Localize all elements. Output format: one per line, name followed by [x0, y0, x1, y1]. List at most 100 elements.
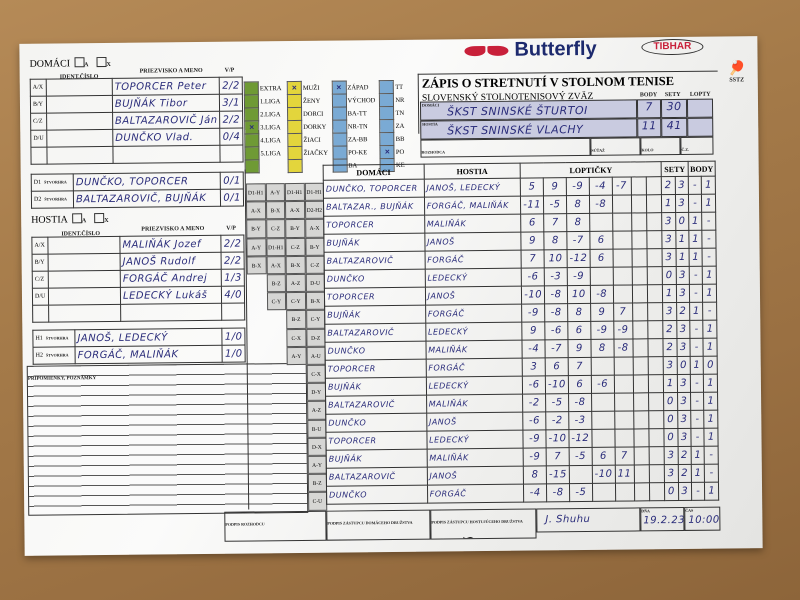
set-score[interactable] [632, 302, 648, 321]
set-score[interactable] [631, 212, 647, 231]
checkbox[interactable] [331, 93, 347, 108]
category-option[interactable]: EXTRA [244, 81, 284, 96]
set-score[interactable]: -7 [566, 231, 590, 250]
set-score[interactable]: 6 [545, 357, 569, 376]
set-score[interactable] [612, 266, 632, 286]
checkbox[interactable] [332, 119, 347, 134]
checkbox[interactable] [380, 132, 395, 146]
set-score[interactable] [649, 464, 665, 483]
set-score[interactable]: 6 [520, 213, 544, 233]
guest-player[interactable]: JANOŠ, LEDECKÝ [423, 178, 521, 198]
category-option[interactable]: TT [379, 80, 406, 94]
player-name[interactable]: LEDECKÝ Lukáš [120, 286, 222, 305]
set-score[interactable]: -7 [611, 176, 631, 196]
set-score[interactable]: -3 [544, 267, 568, 286]
category-option[interactable]: DORCI [287, 107, 330, 121]
checkbox-x[interactable] [94, 213, 105, 224]
category-option[interactable]: BB [380, 132, 406, 146]
set-score[interactable]: 5 [520, 177, 544, 197]
set-score[interactable]: 7 [546, 447, 570, 466]
checkbox[interactable] [244, 81, 259, 96]
set-score[interactable]: -2 [522, 393, 546, 413]
set-score[interactable]: -12 [566, 249, 590, 268]
checkbox-a[interactable] [74, 57, 85, 68]
set-score[interactable] [646, 194, 662, 213]
guest-team-field[interactable]: HOSTIA ŠKST SNINSKÉ VLACHY [420, 118, 638, 140]
set-score[interactable] [569, 465, 593, 484]
set-score[interactable]: -9 [523, 447, 547, 467]
checkbox[interactable] [287, 107, 302, 121]
home-player[interactable]: BALTAZAROVIČ [325, 395, 427, 415]
set-score[interactable]: 11 [614, 464, 634, 484]
set-score[interactable] [632, 374, 649, 393]
set-score[interactable] [612, 284, 633, 304]
checked-box-icon[interactable]: ✕ [287, 81, 302, 95]
player-name[interactable]: BALTAZAROVIČ, BUJŇÁK [73, 189, 221, 208]
set-score[interactable]: -10 [545, 429, 570, 448]
set-score[interactable]: 8 [543, 231, 567, 250]
set-score[interactable]: -5 [545, 393, 569, 412]
set-score[interactable] [613, 356, 633, 376]
set-score[interactable] [590, 357, 614, 376]
category-option[interactable]: ŽIAČKY [287, 146, 330, 160]
set-score[interactable]: -4 [589, 177, 613, 196]
set-score[interactable]: -10 [521, 285, 545, 305]
checkbox[interactable] [244, 107, 259, 122]
set-score[interactable]: 7 [543, 213, 567, 232]
ident-number-field[interactable] [46, 95, 113, 114]
category-option[interactable]: ŽIACI [287, 133, 330, 147]
checkbox[interactable] [379, 106, 395, 120]
set-score[interactable]: 8 [566, 213, 590, 232]
player-name[interactable]: BALTAZAROVIČ Ján [112, 111, 221, 130]
category-option[interactable]: ŽENY [287, 94, 329, 108]
set-score[interactable]: -6 [522, 375, 546, 395]
ident-number-field[interactable] [46, 78, 113, 97]
time-field[interactable]: ČAS 10:00 [684, 506, 721, 531]
category-option[interactable]: PO-KE [332, 145, 377, 160]
set-score[interactable] [633, 392, 649, 411]
category-option[interactable]: 1.LIGA [244, 94, 284, 109]
guest-player[interactable]: JANOŠ [425, 286, 522, 306]
checkbox[interactable] [244, 94, 259, 109]
home-player[interactable]: TOPORCER [323, 215, 425, 235]
category-option[interactable]: BA-TT [332, 106, 377, 121]
set-score[interactable]: 9 [521, 231, 545, 251]
home-player[interactable]: TOPORCER [324, 287, 426, 307]
set-score[interactable]: -5 [569, 483, 593, 502]
player-name[interactable]: BUJŇÁK Tibor [112, 94, 220, 113]
category-option[interactable]: TN [379, 106, 406, 120]
home-player[interactable]: DUNČKO [325, 413, 427, 433]
set-score[interactable] [648, 392, 664, 411]
set-score[interactable]: -3 [568, 411, 592, 430]
home-player[interactable]: BALTAZAR., BUJŇÁK [323, 197, 425, 217]
signature-field[interactable]: J. Shuhu [536, 507, 641, 533]
set-score[interactable]: -9 [566, 177, 590, 196]
guest-player[interactable]: FORGÁČ, MALIŇÁK [424, 196, 521, 216]
player-name[interactable]: FORGÁČ Andrej [120, 269, 222, 288]
set-score[interactable] [614, 428, 634, 448]
set-score[interactable] [615, 482, 635, 502]
category-option[interactable]: ✕ MUŽI [287, 81, 329, 95]
set-score[interactable]: 3 [522, 357, 546, 377]
category-option[interactable]: ZA [380, 119, 406, 133]
set-score[interactable] [646, 230, 663, 249]
set-score[interactable]: -10 [545, 375, 569, 394]
set-score[interactable] [648, 446, 665, 465]
ident-number-field[interactable] [46, 112, 113, 131]
home-player[interactable]: TOPORCER [325, 431, 427, 451]
checkbox[interactable] [287, 133, 302, 147]
checkbox[interactable] [332, 145, 347, 160]
set-score[interactable]: 6 [568, 375, 592, 394]
set-score[interactable]: -9 [590, 321, 614, 340]
category-option[interactable]: ✕ 3.LIGA [244, 120, 285, 135]
set-score[interactable] [614, 392, 634, 412]
category-option[interactable]: NR-TN [332, 119, 377, 134]
set-score[interactable] [631, 230, 647, 249]
set-score[interactable]: 8 [523, 465, 547, 485]
player-name[interactable]: DUNČKO Vlad. [112, 128, 221, 147]
set-score[interactable]: -7 [545, 339, 569, 358]
set-score[interactable]: 7 [521, 249, 545, 269]
set-score[interactable]: -6 [522, 411, 546, 431]
set-score[interactable] [647, 266, 663, 285]
rozhodca-field[interactable]: ROZHODCA [420, 137, 591, 158]
